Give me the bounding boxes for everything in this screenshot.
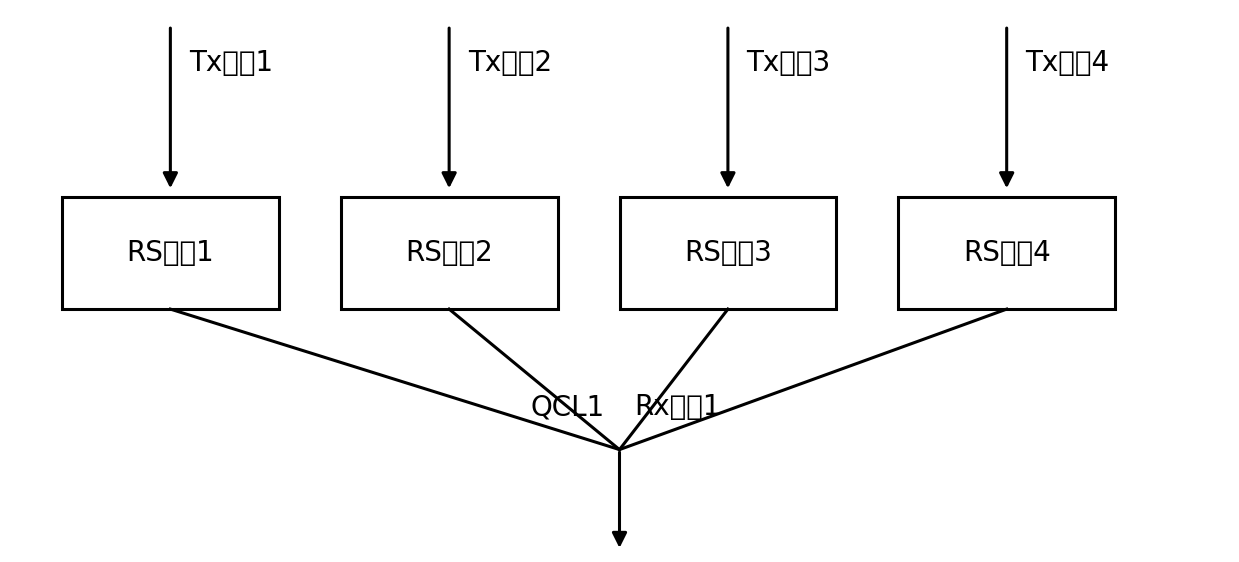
- Text: RS资戀2: RS资戀2: [405, 239, 493, 267]
- Bar: [341, 197, 558, 309]
- Bar: [620, 197, 836, 309]
- Text: Tx波束4: Tx波束4: [1026, 49, 1109, 77]
- Bar: [62, 197, 279, 309]
- Text: Tx波束3: Tx波束3: [746, 49, 830, 77]
- Text: QCL1: QCL1: [530, 393, 605, 422]
- Text: RS资戀1: RS资戀1: [126, 239, 214, 267]
- Text: Tx波束1: Tx波束1: [188, 49, 273, 77]
- Text: Tx波束2: Tx波束2: [468, 49, 551, 77]
- Bar: [898, 197, 1115, 309]
- Text: RS资戀4: RS资戀4: [963, 239, 1051, 267]
- Text: RS资戀3: RS资戀3: [684, 239, 772, 267]
- Text: Rx波束1: Rx波束1: [634, 393, 721, 422]
